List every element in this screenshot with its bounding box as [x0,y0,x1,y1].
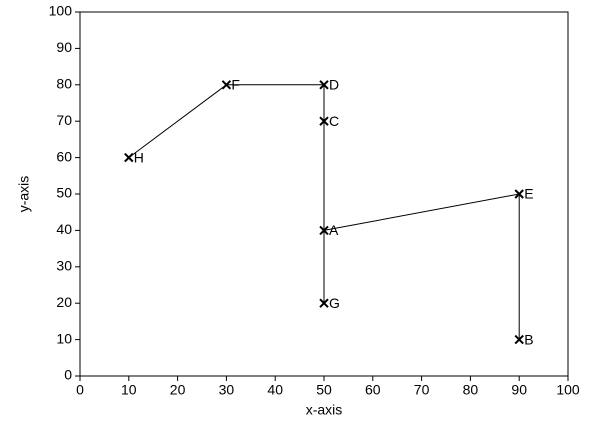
y-tick-label: 0 [64,367,72,383]
y-tick-label: 40 [56,221,72,237]
y-axis-label: y-axis [16,176,32,213]
y-tick-label: 50 [56,185,72,201]
y-tick-label: 100 [49,3,73,19]
x-tick-label: 10 [121,382,137,398]
x-tick-label: 60 [365,382,381,398]
point-marker [514,189,524,199]
y-tick-label: 80 [56,76,72,92]
y-tick-label: 20 [56,294,72,310]
x-tick-label: 100 [556,382,580,398]
point-marker [124,152,134,163]
point-label: B [524,331,533,347]
point-label: D [329,77,339,93]
point-label: C [329,113,339,129]
point-marker [319,225,329,236]
point-label: A [329,222,339,238]
point-marker [221,80,232,90]
x-tick-label: 80 [463,382,479,398]
x-tick-label: 20 [170,382,186,398]
x-tick-label: 30 [219,382,235,398]
point-label: F [231,77,240,93]
edge [323,193,520,231]
x-axis-label: x-axis [306,402,343,418]
edge [128,84,227,159]
point-marker [319,80,329,90]
x-tick-label: 0 [76,382,84,398]
point-label: H [134,149,144,165]
y-tick-label: 30 [56,258,72,274]
x-tick-label: 90 [511,382,527,398]
y-tick-label: 60 [56,148,72,164]
y-tick-label: 10 [56,330,72,346]
point-marker [319,298,329,308]
point-marker [514,334,524,345]
point-label: E [524,186,533,202]
point-marker [319,116,329,126]
y-tick-label: 70 [56,112,72,128]
y-tick-label: 90 [56,39,72,55]
point-label: G [329,295,340,311]
x-tick-label: 50 [316,382,332,398]
x-tick-label: 40 [267,382,283,398]
x-tick-label: 70 [414,382,430,398]
